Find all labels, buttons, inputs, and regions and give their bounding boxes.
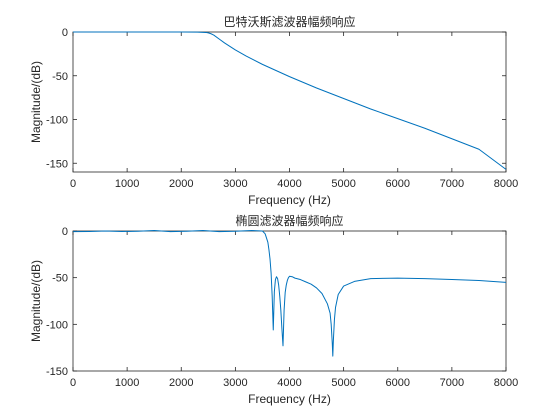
elliptic-x-tick-label: 5000 (331, 377, 355, 389)
elliptic-x-tick-label: 4000 (277, 377, 301, 389)
elliptic-x-tick-label: 1000 (115, 377, 139, 389)
elliptic-x-tick-label: 6000 (386, 377, 410, 389)
elliptic-x-tick-label: 7000 (440, 377, 464, 389)
elliptic-y-tick-label: -50 (52, 273, 68, 285)
butterworth-y-tick-label: -50 (52, 71, 68, 83)
butterworth-x-tick-label: 8000 (494, 178, 518, 190)
butterworth-plot: 0 1000 2000 3000 4000 5000 6000 7000 8000 0 -50 -10… (29, 14, 518, 207)
butterworth-x-tick-label: 3000 (223, 178, 247, 190)
elliptic-x-tick-label: 2000 (169, 377, 193, 389)
butterworth-y-tick-label: 0 (62, 27, 68, 39)
butterworth-y-tick-label: -100 (46, 115, 68, 127)
elliptic-y-tick-label: -100 (46, 319, 68, 331)
butterworth-y-tick-label: -150 (46, 158, 68, 170)
butterworth-x-tick-label: 4000 (277, 178, 301, 190)
butterworth-x-tick-label: 2000 (169, 178, 193, 190)
elliptic-chart-title: 椭圆滤波器幅频响应 (235, 213, 343, 228)
butterworth-x-tick-label: 0 (70, 178, 76, 190)
elliptic-plot: 0 1000 2000 3000 4000 5000 6000 7000 8000 0 -50 -10… (29, 213, 518, 406)
elliptic-y-tick-label: 0 (62, 226, 68, 238)
butterworth-x-tick-label: 7000 (440, 178, 464, 190)
butterworth-x-tick-label: 6000 (386, 178, 410, 190)
elliptic-plot-area (73, 231, 506, 371)
elliptic-y-tick-label: -150 (46, 366, 68, 378)
butterworth-chart-title: 巴特沃斯滤波器幅频响应 (223, 14, 355, 29)
butterworth-y-axis-label: Magnitude/(dB) (29, 61, 43, 143)
butterworth-x-tick-label: 5000 (331, 178, 355, 190)
elliptic-x-axis-label: Frequency (Hz) (248, 392, 331, 406)
butterworth-plot-area (73, 32, 506, 172)
elliptic-x-tick-label: 0 (70, 377, 76, 389)
elliptic-x-tick-label: 8000 (494, 377, 518, 389)
butterworth-x-tick-label: 1000 (115, 178, 139, 190)
butterworth-x-axis-label: Frequency (Hz) (248, 193, 331, 207)
elliptic-y-axis-label: Magnitude/(dB) (29, 260, 43, 342)
elliptic-x-tick-label: 3000 (223, 377, 247, 389)
